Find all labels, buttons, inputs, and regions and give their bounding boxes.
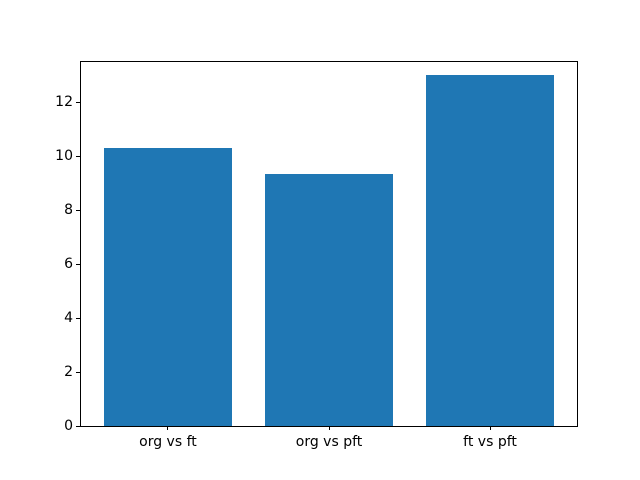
y-tick-label: 0 [64,418,73,434]
bar-ft-vs-pft [425,75,555,426]
y-tick-mark [76,209,80,211]
x-tick-mark [328,426,330,430]
y-tick-mark [76,263,80,265]
x-tick-mark [167,426,169,430]
y-tick-label: 2 [64,364,73,381]
y-tick-mark [76,101,80,103]
x-tick-label: ft vs pft [463,434,517,450]
y-tick-label: 6 [64,256,73,273]
x-tick-label: org vs ft [139,434,197,450]
y-tick-mark [76,317,80,319]
y-tick-label: 10 [55,148,73,165]
bar-org-vs-ft [103,148,233,426]
y-tick-label: 8 [64,202,73,219]
axes: 0 2 4 6 8 10 12 org vs ft org vs pft ft vs pft [55,61,578,450]
bar-org-vs-pft [264,173,394,426]
y-tick-label: 12 [55,94,73,111]
x-tick-label: org vs pft [295,434,363,450]
y-tick-mark [76,155,80,157]
y-tick-label: 4 [64,310,73,327]
y-tick-mark [76,425,80,427]
x-tick-mark [489,426,491,430]
y-tick-mark [76,371,80,373]
